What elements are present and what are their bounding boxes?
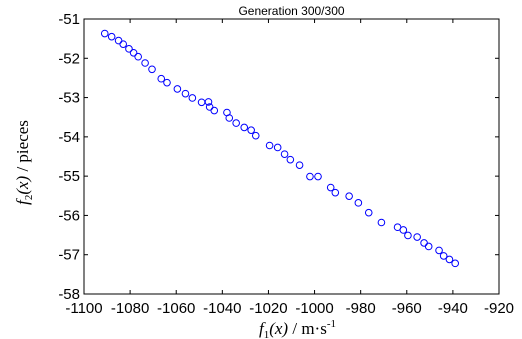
y-axis-label: f2(x) / pieces [13, 120, 35, 205]
data-point [204, 98, 213, 106]
data-point [435, 246, 443, 255]
data-point [354, 199, 363, 207]
x-tick-label: -1100 [65, 300, 102, 317]
plot-frame [83, 18, 500, 295]
data-point [210, 106, 219, 115]
data-point [286, 155, 295, 164]
data-point [157, 74, 166, 83]
data-point [134, 52, 142, 61]
data-points [100, 29, 459, 268]
x-tick-label: -920 [484, 300, 514, 317]
data-point [251, 131, 260, 140]
data-point [197, 98, 206, 107]
data-point [295, 161, 304, 169]
x-tick-label: -940 [438, 300, 468, 317]
data-point [331, 188, 340, 197]
data-point [439, 252, 448, 260]
data-point [424, 242, 433, 251]
axis-ticks: -1100 -1080 -1060 -1040 -1020 -1000 -980 -960 -9… [58, 11, 514, 317]
data-point [119, 40, 127, 48]
data-point [129, 48, 138, 57]
data-point [181, 89, 190, 98]
data-point [273, 143, 282, 152]
data-point [148, 65, 156, 74]
data-point [107, 32, 116, 41]
data-point [125, 45, 133, 53]
data-point [232, 119, 240, 127]
x-tick-label: -980 [346, 300, 376, 317]
data-point [399, 226, 408, 234]
y-tick-label: -51 [58, 11, 80, 28]
data-point [173, 85, 182, 93]
y-tick-label: -55 [58, 168, 80, 185]
data-point [247, 126, 255, 134]
data-point [265, 141, 274, 150]
data-point [188, 94, 197, 102]
data-point [306, 172, 314, 181]
x-tick-label: -1000 [295, 300, 333, 317]
chart-title: Generation 300/300 [238, 4, 344, 18]
x-tick-label: -960 [392, 300, 422, 317]
y-tick-label: -58 [58, 286, 80, 303]
y-tick-label: -56 [58, 207, 80, 224]
data-point [445, 255, 454, 264]
data-point [404, 231, 412, 240]
data-point [225, 114, 234, 122]
x-tick-label: -1060 [157, 300, 195, 317]
x-tick-label: -1020 [249, 300, 287, 317]
data-point [345, 192, 353, 200]
x-tick-label: -1080 [111, 300, 149, 317]
data-point [280, 150, 289, 158]
data-point [100, 29, 109, 38]
x-tick-label: -1040 [203, 300, 241, 317]
data-point [114, 36, 123, 45]
data-point [377, 218, 386, 227]
x-axis-label: f1(x) / m·s-1 [259, 318, 336, 339]
data-point [420, 239, 428, 247]
y-tick-label: -57 [58, 247, 80, 264]
data-point [413, 233, 421, 241]
data-point [240, 123, 249, 132]
data-point [141, 59, 149, 67]
y-tick-label: -54 [58, 129, 80, 146]
data-point [364, 208, 373, 217]
data-point [163, 78, 171, 87]
data-point [451, 259, 459, 268]
data-point [314, 172, 322, 181]
y-tick-label: -53 [58, 90, 80, 107]
data-point [326, 183, 335, 192]
y-tick-label: -52 [58, 50, 80, 67]
